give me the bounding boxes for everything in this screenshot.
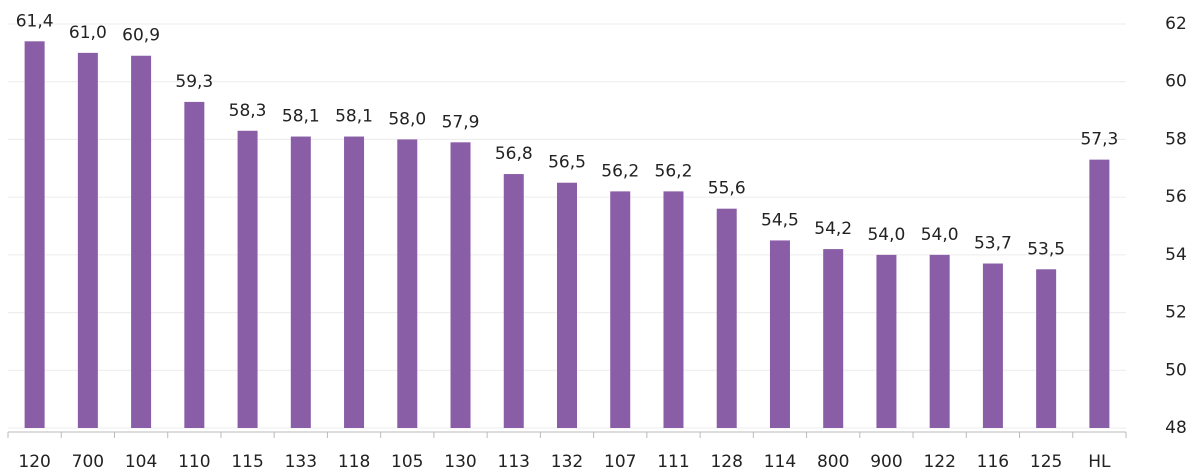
value-label: 56,8 [495, 144, 533, 164]
bar [1089, 159, 1110, 428]
value-label: 54,0 [921, 225, 959, 245]
bar [77, 52, 98, 428]
bar [557, 182, 577, 428]
value-label: 54,5 [761, 210, 799, 230]
y-tick-label: 48 [1165, 418, 1187, 438]
bar [823, 249, 844, 428]
x-tick-label: 107 [604, 452, 636, 472]
y-tick-label: 54 [1165, 245, 1187, 265]
x-tick-label: HL [1088, 452, 1111, 472]
x-tick-label: 133 [285, 452, 317, 472]
value-label: 61,4 [16, 11, 54, 31]
x-tick-label: 128 [710, 452, 742, 472]
bar [769, 240, 790, 428]
x-tick-label: 120 [18, 452, 50, 472]
x-tick-label: 104 [125, 452, 157, 472]
x-tick-label: 900 [870, 452, 902, 472]
bar [716, 208, 737, 428]
value-label: 56,2 [601, 161, 639, 181]
bar [344, 136, 365, 429]
value-label: 58,1 [282, 107, 320, 127]
value-label: 58,0 [388, 109, 426, 129]
bar [610, 191, 631, 428]
bar [450, 142, 471, 429]
x-tick-label: 105 [391, 452, 423, 472]
x-tick-label: 114 [764, 452, 796, 472]
x-tick-label: 132 [551, 452, 583, 472]
y-tick-label: 50 [1165, 360, 1187, 380]
value-label: 55,6 [708, 179, 746, 199]
bar [1036, 269, 1057, 428]
value-label: 56,5 [548, 153, 586, 173]
bar [397, 139, 418, 428]
value-label: 56,2 [655, 161, 693, 181]
bar [929, 254, 950, 428]
x-tick-label: 111 [657, 452, 689, 472]
bar [290, 136, 311, 429]
bar [876, 254, 897, 428]
bar [184, 101, 205, 429]
x-tick-label: 115 [231, 452, 263, 472]
x-tick-label: 125 [1030, 452, 1062, 472]
value-label: 57,9 [442, 112, 480, 132]
value-label: 58,3 [229, 101, 267, 121]
x-tick-label: 116 [977, 452, 1009, 472]
bar [131, 55, 152, 428]
value-label: 54,2 [814, 219, 852, 239]
value-label: 54,0 [867, 225, 905, 245]
bar [663, 191, 684, 428]
x-tick-label: 110 [178, 452, 210, 472]
y-tick-label: 62 [1165, 14, 1187, 34]
x-tick-label: 800 [817, 452, 849, 472]
bar [24, 41, 45, 429]
value-label: 53,5 [1027, 239, 1065, 259]
value-label: 60,9 [122, 26, 160, 46]
value-label: 57,3 [1080, 130, 1118, 150]
y-tick-label: 58 [1165, 129, 1187, 149]
x-tick-label: 118 [338, 452, 370, 472]
value-label: 58,1 [335, 107, 373, 127]
bar [237, 130, 258, 428]
y-tick-label: 52 [1165, 303, 1187, 323]
x-tick-label: 700 [72, 452, 104, 472]
bar [982, 263, 1003, 428]
x-tick-label: 113 [498, 452, 530, 472]
y-tick-label: 60 [1165, 72, 1187, 92]
value-label: 53,7 [974, 234, 1012, 254]
value-label: 61,0 [69, 23, 107, 43]
y-tick-label: 56 [1165, 187, 1187, 207]
bar [503, 174, 524, 428]
x-tick-label: 122 [923, 452, 955, 472]
x-tick-label: 130 [444, 452, 476, 472]
value-label: 59,3 [175, 72, 213, 92]
